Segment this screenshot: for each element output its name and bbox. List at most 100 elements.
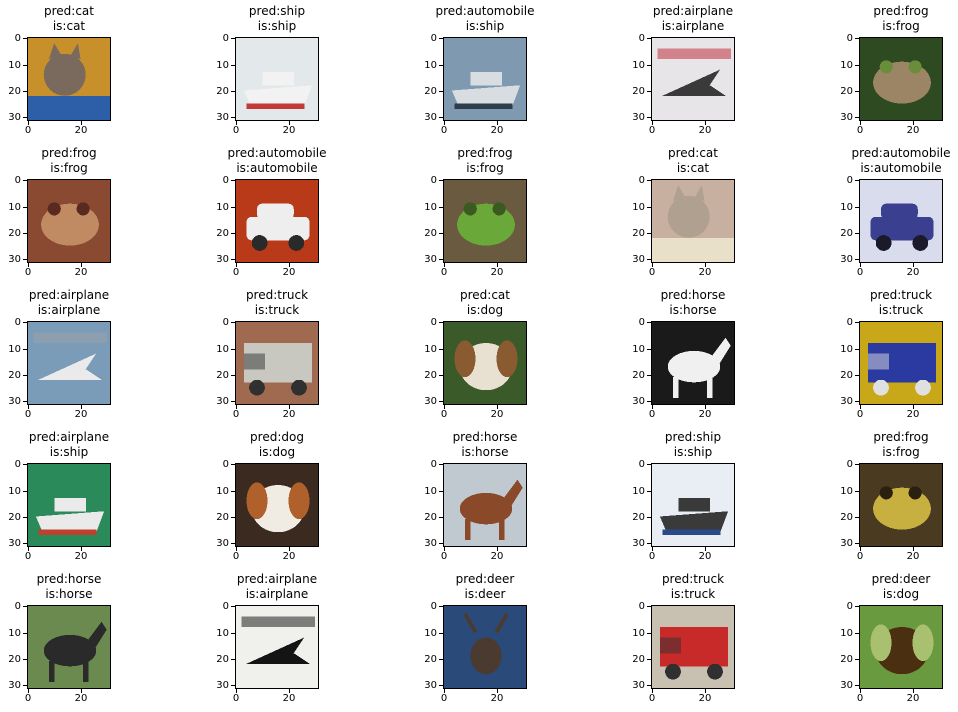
y-tick-mark	[647, 233, 651, 234]
x-tick-label: 0	[18, 551, 38, 562]
subplot-image	[859, 321, 943, 405]
y-tick-mark	[855, 659, 859, 660]
y-tick-mark	[231, 606, 235, 607]
y-tick-mark	[439, 606, 443, 607]
subplot-image	[235, 605, 319, 689]
x-tick-label: 20	[487, 693, 507, 704]
y-tick-label: 10	[211, 202, 229, 213]
y-tick-label: 0	[627, 459, 645, 470]
y-tick-label: 0	[3, 459, 21, 470]
subplot-image	[443, 463, 527, 547]
y-tick-label: 20	[211, 512, 229, 523]
y-tick-mark	[855, 633, 859, 634]
y-tick-mark	[647, 117, 651, 118]
subplot-true-label: is:frog	[390, 161, 580, 176]
subplot-true-label: is:ship	[182, 19, 372, 34]
x-tick-label: 20	[903, 551, 923, 562]
y-tick-mark	[855, 180, 859, 181]
subplot-pred-label: pred:ship	[182, 4, 372, 19]
subplot-true-label: is:truck	[598, 587, 788, 602]
y-tick-label: 10	[211, 60, 229, 71]
y-tick-mark	[439, 659, 443, 660]
y-tick-label: 20	[3, 370, 21, 381]
y-tick-mark	[23, 65, 27, 66]
subplot-pred-label: pred:frog	[390, 146, 580, 161]
y-tick-mark	[23, 491, 27, 492]
x-tick-label: 20	[71, 551, 91, 562]
subplot-pred-label: pred:airplane	[0, 288, 164, 303]
y-tick-mark	[855, 464, 859, 465]
y-tick-mark	[855, 322, 859, 323]
y-tick-mark	[439, 543, 443, 544]
subplot-pred-label: pred:cat	[598, 146, 788, 161]
y-tick-label: 10	[835, 344, 853, 355]
y-tick-mark	[439, 491, 443, 492]
y-tick-label: 30	[627, 254, 645, 265]
y-tick-mark	[231, 180, 235, 181]
y-tick-label: 0	[835, 601, 853, 612]
y-tick-mark	[231, 517, 235, 518]
y-tick-label: 0	[419, 459, 437, 470]
y-tick-mark	[855, 207, 859, 208]
x-tick-label: 20	[903, 409, 923, 420]
subplot-image	[27, 463, 111, 547]
y-tick-label: 20	[627, 512, 645, 523]
y-tick-mark	[23, 659, 27, 660]
y-tick-mark	[855, 117, 859, 118]
y-tick-label: 30	[835, 680, 853, 691]
subplot-image	[443, 605, 527, 689]
subplot-pred-label: pred:cat	[390, 288, 580, 303]
subplot-pred-label: pred:airplane	[182, 572, 372, 587]
x-tick-label: 20	[903, 267, 923, 278]
y-tick-label: 10	[3, 486, 21, 497]
y-tick-mark	[647, 685, 651, 686]
y-tick-mark	[855, 349, 859, 350]
y-tick-label: 30	[419, 112, 437, 123]
y-tick-label: 30	[211, 254, 229, 265]
y-tick-label: 10	[3, 202, 21, 213]
y-tick-mark	[23, 633, 27, 634]
y-tick-mark	[647, 659, 651, 660]
y-tick-label: 30	[835, 396, 853, 407]
y-tick-mark	[231, 659, 235, 660]
x-tick-label: 0	[642, 693, 662, 704]
x-tick-label: 20	[903, 125, 923, 136]
y-tick-label: 30	[419, 396, 437, 407]
y-tick-mark	[23, 606, 27, 607]
y-tick-mark	[231, 207, 235, 208]
y-tick-mark	[439, 207, 443, 208]
subplot-pred-label: pred:deer	[806, 572, 958, 587]
subplot-true-label: is:dog	[806, 587, 958, 602]
y-tick-label: 30	[835, 112, 853, 123]
y-tick-mark	[647, 401, 651, 402]
y-tick-mark	[231, 685, 235, 686]
y-tick-mark	[647, 322, 651, 323]
y-tick-label: 0	[3, 175, 21, 186]
y-tick-label: 0	[3, 317, 21, 328]
y-tick-mark	[439, 685, 443, 686]
x-tick-label: 20	[487, 267, 507, 278]
y-tick-label: 30	[211, 396, 229, 407]
y-tick-label: 20	[627, 370, 645, 381]
x-tick-label: 20	[71, 125, 91, 136]
y-tick-mark	[647, 180, 651, 181]
y-tick-label: 0	[419, 317, 437, 328]
subplot-image	[651, 179, 735, 263]
x-tick-label: 20	[279, 409, 299, 420]
x-tick-label: 0	[434, 693, 454, 704]
y-tick-label: 20	[835, 86, 853, 97]
y-tick-mark	[855, 543, 859, 544]
y-tick-label: 20	[835, 512, 853, 523]
y-tick-label: 0	[419, 601, 437, 612]
y-tick-label: 10	[627, 202, 645, 213]
subplot-true-label: is:automobile	[182, 161, 372, 176]
y-tick-label: 0	[627, 175, 645, 186]
y-tick-mark	[231, 259, 235, 260]
y-tick-label: 30	[627, 538, 645, 549]
y-tick-label: 10	[627, 486, 645, 497]
y-tick-label: 20	[835, 370, 853, 381]
y-tick-label: 0	[627, 317, 645, 328]
subplot-true-label: is:deer	[390, 587, 580, 602]
x-tick-label: 0	[642, 551, 662, 562]
y-tick-label: 20	[3, 228, 21, 239]
